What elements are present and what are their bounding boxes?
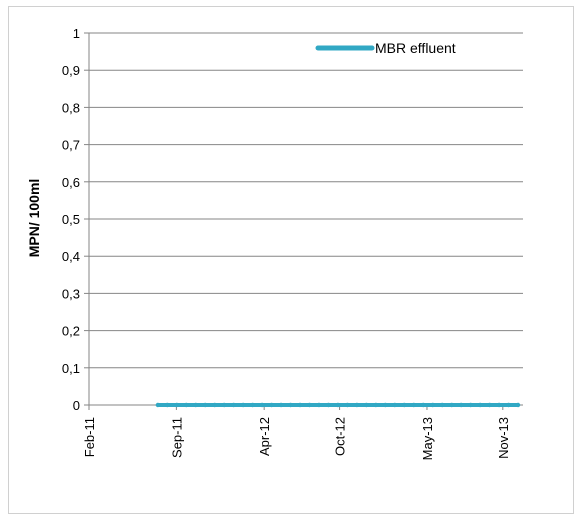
data-point xyxy=(392,402,398,408)
data-point xyxy=(383,402,388,408)
axes xyxy=(84,32,523,410)
y-tick-label: 0,7 xyxy=(62,138,80,153)
x-tick-label: Nov-13 xyxy=(496,417,511,459)
data-point xyxy=(259,402,265,408)
x-tick-label: Feb-11 xyxy=(82,417,97,457)
x-tick-label: Sep-11 xyxy=(169,417,184,458)
x-tick-label: Apr-12 xyxy=(257,417,272,456)
data-point xyxy=(496,402,502,408)
data-point xyxy=(174,402,179,408)
y-tick-labels: 0 0,1 0,2 0,3 0,4 0,5 0,6 0,7 0,8 0,9 1 xyxy=(62,26,80,413)
data-point xyxy=(297,402,303,408)
data-point xyxy=(316,402,322,408)
y-tick-label: 0,3 xyxy=(62,286,80,301)
data-point xyxy=(477,402,483,408)
x-tick-label: Oct-12 xyxy=(333,417,348,456)
data-point xyxy=(212,402,217,408)
data-point xyxy=(402,402,407,408)
data-point xyxy=(326,402,331,408)
data-point xyxy=(165,402,170,408)
y-tick-label: 0,5 xyxy=(62,212,80,227)
legend: MBR effluent xyxy=(315,40,456,56)
data-point xyxy=(468,402,473,408)
y-tick-label: 0,2 xyxy=(62,324,80,339)
data-point xyxy=(345,402,350,408)
x-tick-labels: Feb-11 Sep-11 Apr-12 Oct-12 May-13 Nov-13 xyxy=(82,417,511,460)
legend-label-mbr-effluent: MBR effluent xyxy=(375,40,456,56)
y-tick-label: 0,8 xyxy=(62,100,80,115)
data-point xyxy=(278,402,284,408)
data-point xyxy=(487,402,492,408)
y-tick-label: 0,1 xyxy=(62,361,80,376)
data-point xyxy=(354,402,360,408)
data-point xyxy=(506,402,511,408)
data-point xyxy=(449,402,454,408)
data-point xyxy=(307,402,312,408)
data-point xyxy=(411,402,416,408)
data-point xyxy=(240,402,246,408)
data-point xyxy=(221,402,227,408)
grid-lines xyxy=(89,32,523,369)
y-tick-label: 0,6 xyxy=(62,175,80,190)
y-tick-label: 1 xyxy=(73,26,80,41)
data-point xyxy=(364,402,369,408)
data-point xyxy=(231,402,236,408)
y-axis-label: MPN/ 100ml xyxy=(26,179,42,258)
chart-frame xyxy=(8,6,574,514)
data-point xyxy=(421,402,426,408)
data-point xyxy=(155,402,161,408)
data-point xyxy=(250,402,255,408)
data-point xyxy=(269,402,274,408)
data-point xyxy=(288,402,293,408)
data-point xyxy=(373,402,379,408)
x-tick-label: May-13 xyxy=(420,417,435,460)
data-point xyxy=(515,402,521,408)
y-tick-label: 0,9 xyxy=(62,63,80,78)
data-point xyxy=(440,402,445,408)
y-tick-label: 0,4 xyxy=(62,249,80,264)
data-point xyxy=(193,402,198,408)
data-point xyxy=(335,402,341,408)
data-point xyxy=(203,402,208,408)
data-point xyxy=(430,402,435,408)
data-point xyxy=(184,402,189,408)
series-layer xyxy=(155,402,521,408)
y-tick-label: 0 xyxy=(73,398,80,413)
data-point xyxy=(458,402,464,408)
